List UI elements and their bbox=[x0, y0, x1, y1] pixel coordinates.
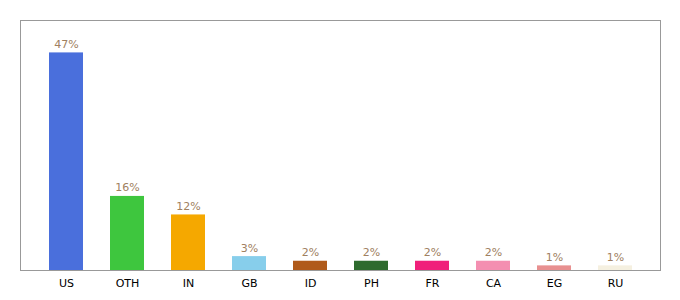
svg-text:2%: 2% bbox=[302, 246, 319, 259]
svg-text:2%: 2% bbox=[363, 246, 380, 259]
svg-text:CA: CA bbox=[486, 277, 502, 290]
svg-text:GB: GB bbox=[241, 277, 257, 290]
svg-text:ID: ID bbox=[305, 277, 317, 290]
svg-text:PH: PH bbox=[364, 277, 379, 290]
svg-text:FR: FR bbox=[426, 277, 440, 290]
svg-text:2%: 2% bbox=[485, 246, 502, 259]
svg-text:US: US bbox=[59, 277, 74, 290]
svg-text:OTH: OTH bbox=[116, 277, 140, 290]
svg-text:12%: 12% bbox=[176, 200, 200, 213]
svg-text:RU: RU bbox=[608, 277, 624, 290]
svg-text:47%: 47% bbox=[54, 38, 78, 51]
svg-text:3%: 3% bbox=[241, 242, 258, 255]
svg-text:16%: 16% bbox=[115, 181, 139, 194]
svg-text:2%: 2% bbox=[424, 246, 441, 259]
svg-text:1%: 1% bbox=[546, 251, 563, 264]
svg-text:EG: EG bbox=[547, 277, 562, 290]
svg-text:IN: IN bbox=[183, 277, 194, 290]
svg-text:1%: 1% bbox=[607, 251, 624, 264]
